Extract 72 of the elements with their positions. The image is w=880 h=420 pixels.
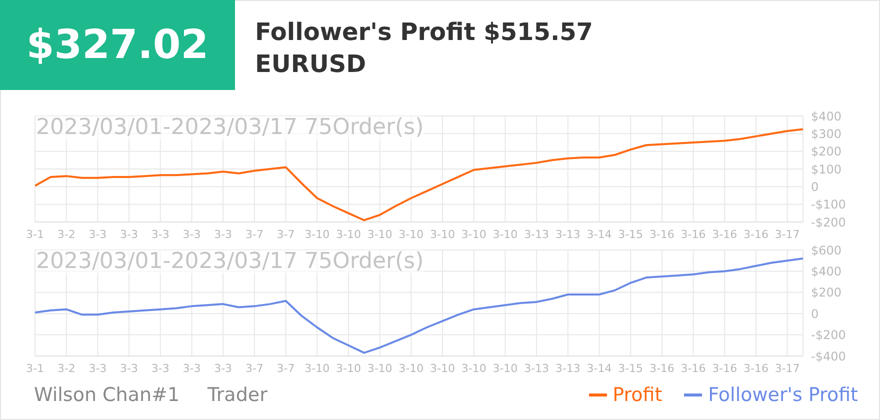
y-tick-label: -$200 (811, 215, 846, 230)
x-tick-label: 3-10 (398, 362, 424, 375)
x-tick-label: 3-10 (367, 228, 392, 241)
y-tick-label: $200 (811, 144, 842, 159)
text: $327.02 (0, 0, 235, 90)
x-tick-label: 3-16 (743, 362, 768, 375)
y-tick-label: -$200 (811, 328, 846, 342)
x-tick-label: 3-3 (182, 228, 201, 241)
text: Wilson Chan#1 (34, 384, 180, 406)
x-tick-label: 3-16 (680, 228, 706, 241)
y-tick-label: $400 (811, 109, 842, 124)
x-tick-label: 3-3 (151, 228, 170, 241)
y-tick-label: $300 (811, 126, 842, 141)
x-tick-label: 3-10 (430, 362, 455, 375)
x-tick-label: 3-2 (57, 228, 76, 241)
chart-title: 2023/03/01-2023/03/17 75Order(s) (36, 115, 424, 140)
y-tick-label: -$400 (811, 349, 846, 364)
x-tick-label: 3-10 (430, 228, 455, 241)
x-tick-label: 3-3 (88, 228, 107, 241)
x-tick-label: 3-10 (461, 362, 486, 375)
x-tick-label: 3-3 (120, 228, 138, 241)
x-tick-label: 3-17 (774, 362, 800, 375)
x-tick-label: 3-13 (524, 228, 550, 241)
x-tick-label: 3-10 (492, 362, 518, 375)
chart-title: 2023/03/01-2023/03/17 75Order(s) (36, 249, 424, 274)
x-tick-label: 3-10 (492, 228, 518, 241)
x-tick-label: 3-10 (336, 362, 361, 375)
y-tick-label: -$100 (811, 198, 846, 212)
x-tick-label: 3-7 (276, 228, 295, 241)
x-tick-label: 3-10 (304, 362, 330, 375)
legend-label: Profit (612, 384, 662, 406)
x-tick-label: 3-14 (586, 362, 612, 375)
x-tick-label: 3-10 (336, 228, 361, 241)
x-tick-label: 3-3 (120, 362, 138, 375)
y-tick-label: $200 (811, 286, 842, 300)
y-tick-label: 0 (811, 306, 819, 321)
x-tick-label: 3-10 (367, 362, 392, 375)
legend-label: Follower's Profit (707, 384, 858, 406)
x-tick-label: 3-16 (649, 362, 674, 375)
x-tick-label: 3-15 (618, 362, 644, 375)
x-tick-label: 3-7 (245, 362, 264, 375)
x-tick-label: 3-13 (555, 228, 580, 241)
y-tick-label: $100 (811, 162, 842, 176)
x-tick-label: 3-16 (712, 362, 738, 375)
x-tick-label: 3-14 (586, 228, 612, 241)
y-tick-label: $600 (811, 243, 842, 258)
text: Follower's Profit $515.57 (255, 17, 593, 48)
x-tick-label: 3-16 (712, 228, 738, 241)
x-tick-label: 3-3 (182, 362, 201, 375)
x-tick-label: 3-13 (524, 362, 550, 375)
x-tick-label: 3-7 (245, 228, 264, 241)
x-tick-label: 3-15 (618, 228, 644, 241)
text: EURUSD (255, 49, 368, 80)
x-tick-label: 3-1 (26, 228, 44, 241)
text: Trader (208, 384, 268, 406)
x-tick-label: 3-16 (680, 362, 706, 375)
x-tick-label: 3-10 (304, 228, 330, 241)
x-tick-label: 3-3 (214, 362, 232, 375)
x-tick-label: 3-13 (555, 362, 580, 375)
y-tick-label: $400 (811, 264, 842, 278)
x-tick-label: 3-3 (214, 228, 232, 241)
x-tick-label: 3-1 (26, 362, 44, 375)
x-tick-label: 3-16 (743, 228, 768, 241)
x-tick-label: 3-10 (461, 228, 486, 241)
x-tick-label: 3-10 (398, 228, 424, 241)
x-tick-label: 3-17 (774, 228, 800, 241)
y-tick-label: 0 (811, 180, 819, 194)
x-tick-label: 3-7 (276, 362, 295, 375)
x-tick-label: 3-3 (151, 362, 170, 375)
x-tick-label: 3-2 (57, 362, 76, 375)
x-tick-label: 3-16 (649, 228, 674, 241)
x-tick-label: 3-3 (88, 362, 107, 375)
